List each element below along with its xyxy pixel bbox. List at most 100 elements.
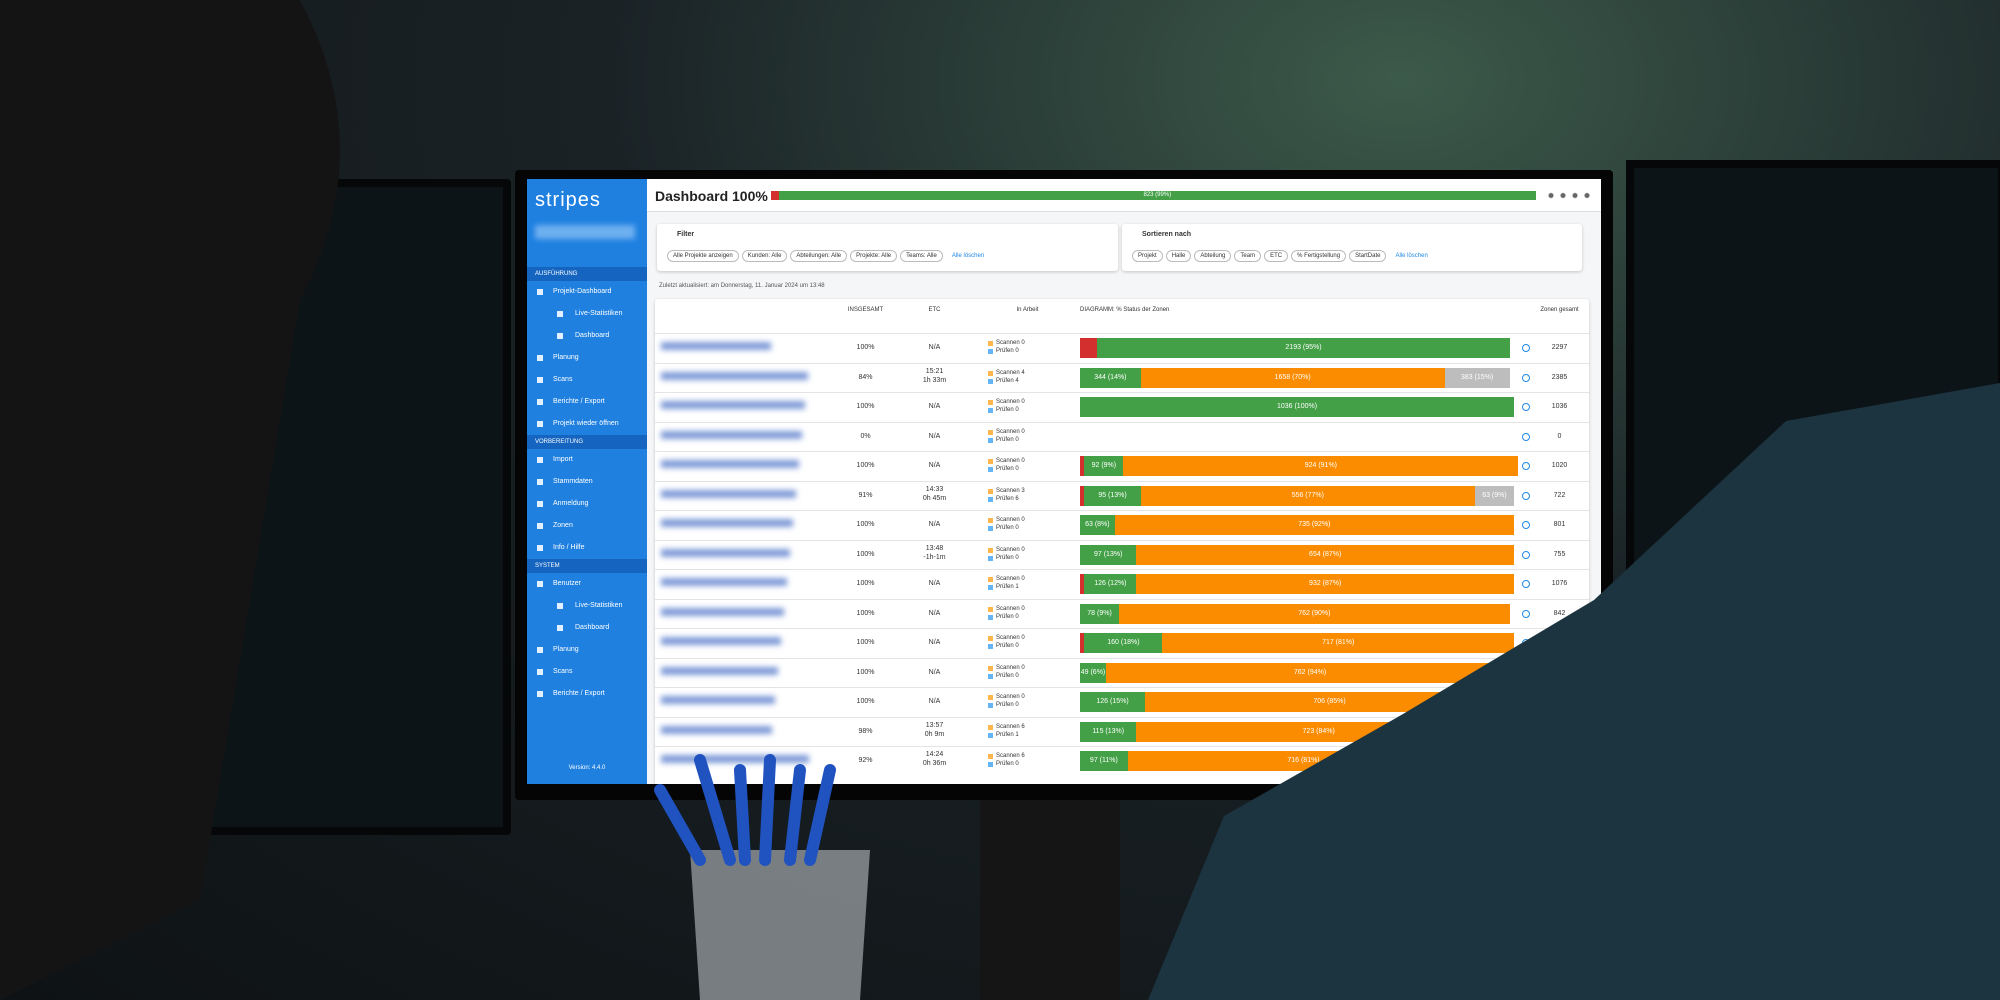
- screen: stripes AUSFÜHRUNG Projekt-Dashboard Live-…: [527, 179, 1601, 784]
- work-status: Prüfen 0: [996, 436, 1019, 443]
- chip[interactable]: Abteilung: [1194, 250, 1232, 262]
- row-divider: [655, 333, 1589, 334]
- pens: [654, 754, 836, 866]
- nav-subitem[interactable]: Live-Statistiken: [527, 303, 647, 325]
- chip[interactable]: Halle: [1165, 250, 1192, 262]
- chip[interactable]: StartDate: [1349, 250, 1387, 262]
- info-icon[interactable]: [1522, 344, 1530, 352]
- nav-item[interactable]: Anmeldung: [527, 493, 647, 515]
- nav-item[interactable]: Berichte / Export: [527, 683, 647, 705]
- chip[interactable]: Projekte: Alle: [850, 250, 898, 262]
- nav-item[interactable]: Projekt-Dashboard: [527, 281, 647, 303]
- info-icon[interactable]: [1522, 550, 1530, 559]
- total: 0%: [860, 432, 871, 440]
- zones-total: 755: [1553, 550, 1566, 558]
- project-name: [661, 342, 771, 350]
- row-divider: [655, 480, 1589, 482]
- etc: 0h 36m: [922, 760, 947, 767]
- work-status: Scannen 0: [996, 635, 1025, 641]
- zones-total: 1076: [1551, 580, 1568, 587]
- nav-item[interactable]: Benutzer: [527, 573, 647, 595]
- info-icon[interactable]: [1522, 403, 1530, 411]
- work-status: Scannen 0: [996, 605, 1025, 612]
- chip[interactable]: Teams: Alle: [900, 250, 943, 262]
- bar-segment: 97 (13%): [1080, 544, 1137, 565]
- work-dot: [988, 341, 993, 346]
- project-name: [661, 371, 808, 380]
- work-status: Prüfen 1: [996, 584, 1019, 590]
- work-dot: [988, 555, 993, 561]
- nav-item[interactable]: Zonen: [527, 515, 647, 537]
- project-name: [661, 548, 790, 557]
- work-dot: [988, 378, 993, 384]
- work-status: Prüfen 0: [996, 643, 1019, 649]
- work-dot: [988, 614, 993, 620]
- section-title: SYSTEM: [527, 559, 647, 573]
- header-icons[interactable]: [1545, 191, 1595, 200]
- project-name: [661, 666, 778, 675]
- filter-panel: Filter Alle Projekte anzeigen Kunden: Alle…: [657, 224, 1118, 271]
- project-name: [661, 696, 775, 704]
- nav-subitem[interactable]: Dashboard: [527, 617, 647, 639]
- chip[interactable]: ETC: [1264, 250, 1289, 262]
- clear-link[interactable]: Alle löschen: [951, 253, 985, 259]
- zones-total: 2385: [1551, 373, 1568, 381]
- nav-subitem[interactable]: Dashboard: [527, 325, 647, 347]
- nav-item[interactable]: Scans: [527, 661, 647, 683]
- etc: 15:21: [925, 367, 944, 375]
- work-dot: [988, 459, 993, 464]
- chip[interactable]: Team: [1234, 250, 1262, 262]
- work-status: Scannen 0: [996, 546, 1025, 553]
- bar-segment: 63 (8%): [1080, 515, 1115, 535]
- nav-subitem[interactable]: Live-Statistiken: [527, 595, 647, 617]
- chip[interactable]: Projekt: [1132, 250, 1163, 262]
- nav-item[interactable]: Stammdaten: [527, 471, 647, 493]
- nav-item[interactable]: Planung: [527, 347, 647, 369]
- etc: N/A: [928, 639, 941, 646]
- work-status: Scannen 3: [996, 487, 1025, 494]
- work-dot: [988, 577, 993, 582]
- status-bar: 344 (14%) 1658 (70%) 383 (15%): [1080, 367, 1514, 388]
- row-divider: [655, 539, 1589, 541]
- total: 100%: [856, 550, 875, 558]
- zones-total: 1020: [1551, 462, 1568, 469]
- total: 98%: [858, 727, 873, 735]
- info-icon[interactable]: [1522, 609, 1530, 618]
- work-dot: [988, 606, 993, 612]
- info-icon[interactable]: [1522, 373, 1530, 382]
- chip[interactable]: Abteilungen: Alle: [790, 250, 848, 262]
- info-icon[interactable]: [1522, 491, 1530, 500]
- bar-segment: 2193 (95%): [1097, 338, 1510, 358]
- panel-title: Filter: [677, 231, 695, 238]
- project-name: [661, 460, 799, 468]
- clear-link[interactable]: Alle löschen: [1395, 253, 1428, 259]
- project-name: [661, 578, 787, 586]
- work-dot: [988, 488, 993, 494]
- info-icon[interactable]: [1522, 462, 1530, 470]
- work-dot: [988, 754, 993, 759]
- nav-item[interactable]: Planung: [527, 639, 647, 661]
- nav: AUSFÜHRUNG Projekt-Dashboard Live-Statisti…: [527, 267, 647, 705]
- chip[interactable]: Kunden: Alle: [741, 250, 788, 262]
- chip[interactable]: Alle Projekte anzeigen: [667, 250, 739, 262]
- etc: 13:48: [925, 544, 944, 552]
- column-header: ETC: [928, 307, 941, 313]
- info-icon[interactable]: [1522, 521, 1530, 529]
- work-status: Scannen 0: [996, 458, 1025, 464]
- monitor-stand: [980, 800, 1120, 1000]
- info-icon[interactable]: [1522, 432, 1530, 441]
- progress-bar: 823 (99%): [771, 191, 1536, 200]
- nav-item[interactable]: Berichte / Export: [527, 391, 647, 413]
- info-icon[interactable]: [1522, 580, 1530, 588]
- nav-item[interactable]: Import: [527, 449, 647, 471]
- total: 100%: [856, 344, 875, 351]
- row-divider: [655, 598, 1589, 600]
- nav-item[interactable]: Scans: [527, 369, 647, 391]
- column-header: INSGESAMT: [847, 307, 884, 313]
- nav-item[interactable]: Info / Hilfe: [527, 537, 647, 559]
- total: 100%: [856, 639, 875, 646]
- nav-item[interactable]: Projekt wieder öffnen: [527, 413, 647, 435]
- status-bar: 160 (18%) 717 (81%): [1080, 633, 1514, 653]
- chip[interactable]: % Fertigstellung: [1291, 250, 1347, 262]
- etc: 13:57: [925, 721, 944, 729]
